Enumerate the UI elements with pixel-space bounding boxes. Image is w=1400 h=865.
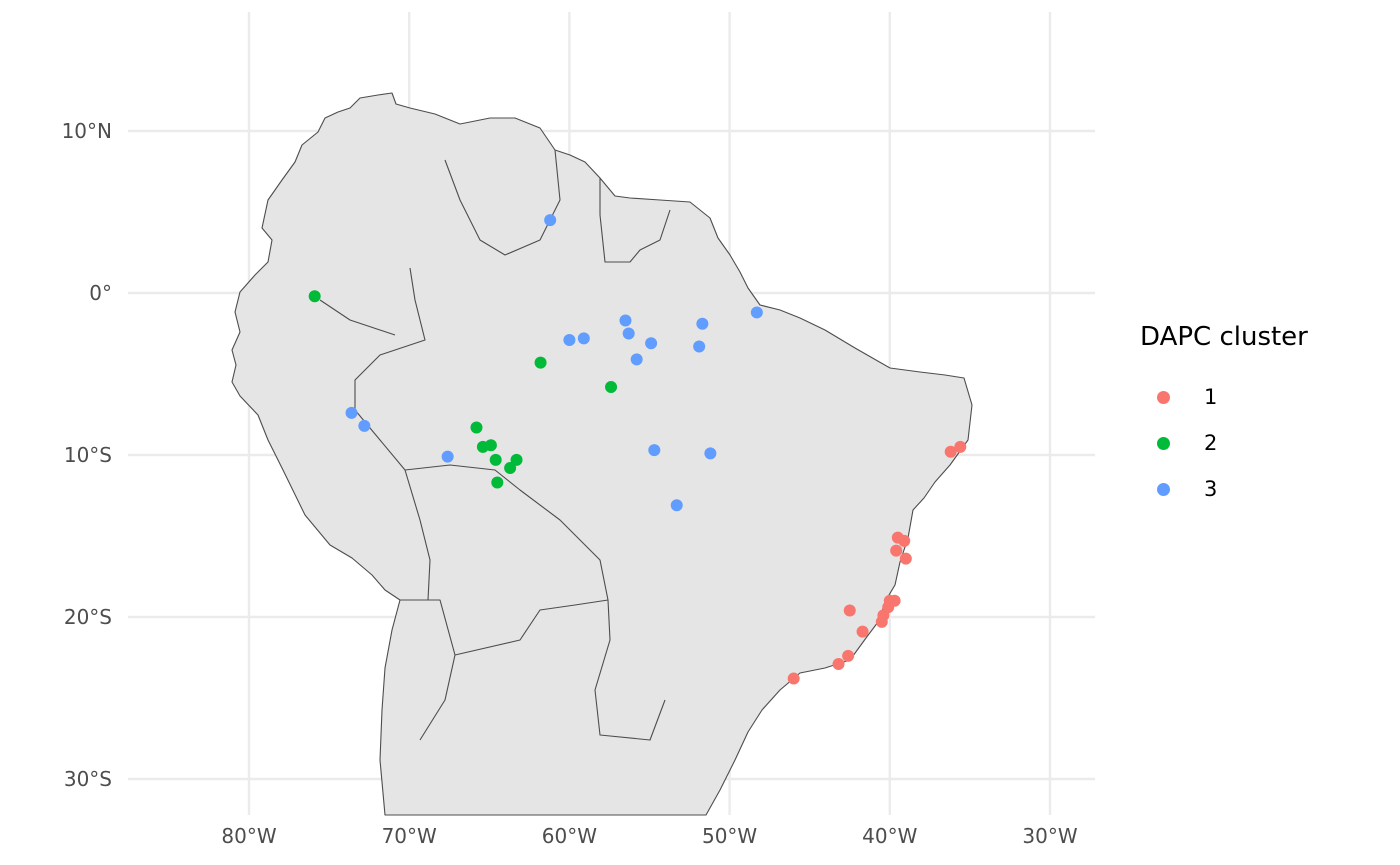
data-point-cluster-3: [693, 340, 706, 353]
y-tick-label: 10°S: [64, 443, 112, 467]
x-tick-label: 40°W: [862, 824, 917, 848]
data-point-cluster-3: [704, 447, 717, 460]
data-point-cluster-2: [491, 476, 504, 489]
data-point-cluster-2: [308, 290, 321, 303]
x-tick-label: 50°W: [702, 824, 757, 848]
land-outline: [231, 92, 973, 816]
data-point-cluster-2: [605, 380, 618, 393]
y-tick-label: 0°: [89, 281, 112, 305]
legend-title: DAPC cluster: [1140, 322, 1308, 352]
data-point-cluster-1: [832, 657, 845, 670]
data-point-cluster-3: [648, 444, 661, 457]
data-point-cluster-2: [470, 421, 483, 434]
data-point-cluster-2: [484, 439, 497, 452]
data-point-cluster-3: [630, 353, 643, 366]
data-point-cluster-2: [489, 453, 502, 466]
country-border: [354, 267, 609, 601]
data-point-cluster-1: [954, 440, 967, 453]
country-border: [444, 149, 561, 256]
x-tick-label: 30°W: [1022, 824, 1077, 848]
data-point-cluster-2: [534, 356, 547, 369]
data-point-cluster-3: [441, 450, 454, 463]
y-tick-label: 10°N: [62, 119, 112, 143]
legend-item: 3: [1140, 466, 1308, 512]
data-point-cluster-3: [358, 419, 371, 432]
axis-labels: 80°W 70°W 60°W 50°W 40°W 30°W 10°N 0° 10°S 20°S 30…: [62, 119, 1078, 848]
legend-label: 3: [1204, 477, 1218, 501]
legend-label: 1: [1204, 385, 1218, 409]
points-layer: [308, 214, 967, 685]
data-point-cluster-3: [345, 406, 358, 419]
data-point-cluster-3: [563, 333, 576, 346]
data-point-cluster-3: [577, 332, 590, 345]
data-point-cluster-1: [843, 604, 856, 617]
data-point-cluster-3: [670, 499, 683, 512]
legend-dot: [1157, 482, 1170, 496]
y-tick-label: 30°S: [64, 767, 112, 791]
data-point-cluster-1: [890, 544, 903, 557]
data-point-cluster-1: [842, 649, 855, 662]
x-tick-label: 80°W: [221, 824, 276, 848]
data-point-cluster-1: [944, 445, 957, 458]
data-point-cluster-1: [787, 672, 800, 685]
data-point-cluster-1: [898, 534, 911, 547]
data-point-cluster-1: [875, 615, 888, 628]
data-point-cluster-3: [622, 327, 635, 340]
x-tick-label: 70°W: [382, 824, 437, 848]
x-tick-label: 60°W: [542, 824, 597, 848]
legend-dot: [1157, 436, 1170, 450]
legend-item: 2: [1140, 420, 1308, 466]
land-layer: [231, 92, 973, 816]
legend-items: 1 2 3: [1140, 374, 1308, 512]
legend-item: 1: [1140, 374, 1308, 420]
data-point-cluster-2: [504, 461, 517, 474]
legend: DAPC cluster 1 2 3: [1140, 322, 1308, 512]
data-point-cluster-3: [645, 337, 658, 350]
country-border: [400, 599, 456, 741]
data-point-cluster-3: [544, 214, 557, 227]
data-point-cluster-3: [750, 306, 763, 319]
data-point-cluster-3: [696, 317, 709, 330]
country-border: [319, 299, 396, 336]
country-border: [599, 178, 671, 263]
y-tick-label: 20°S: [64, 605, 112, 629]
country-border: [404, 469, 431, 601]
country-border: [454, 599, 666, 741]
legend-dot: [1157, 390, 1170, 404]
data-point-cluster-3: [619, 314, 632, 327]
data-point-cluster-1: [899, 552, 912, 565]
data-point-cluster-2: [510, 453, 523, 466]
legend-label: 2: [1204, 431, 1218, 455]
data-point-cluster-1: [856, 625, 869, 638]
